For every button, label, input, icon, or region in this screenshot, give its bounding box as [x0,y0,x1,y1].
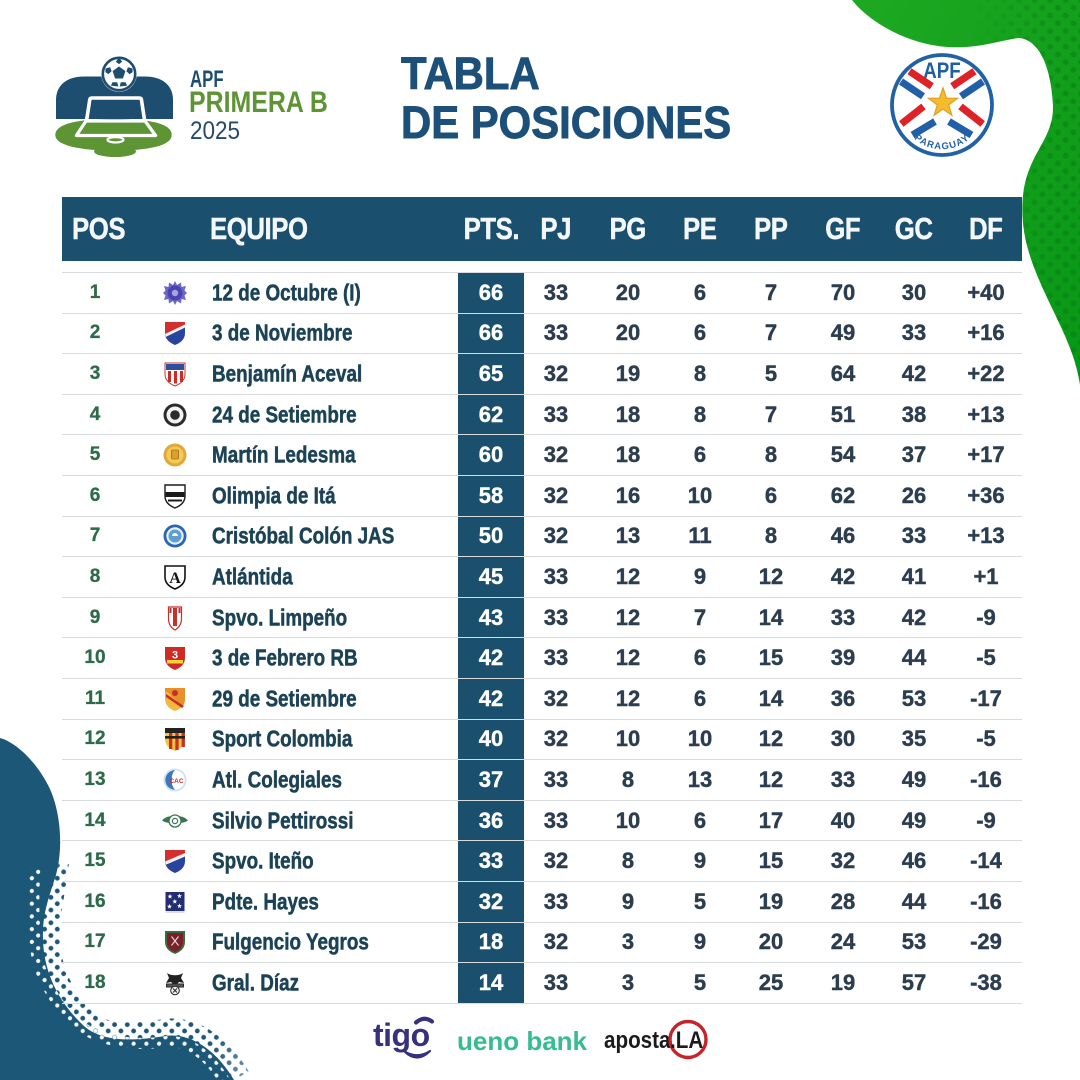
svg-text:A: A [169,570,181,587]
svg-text:.LA: .LA [670,1027,703,1054]
svg-text:aposta: aposta [604,1027,671,1054]
svg-text:tigo: tigo [373,1017,430,1053]
svg-text:3: 3 [172,650,178,662]
svg-text:CAC: CAC [169,778,183,785]
svg-text:APF: APF [923,60,960,84]
